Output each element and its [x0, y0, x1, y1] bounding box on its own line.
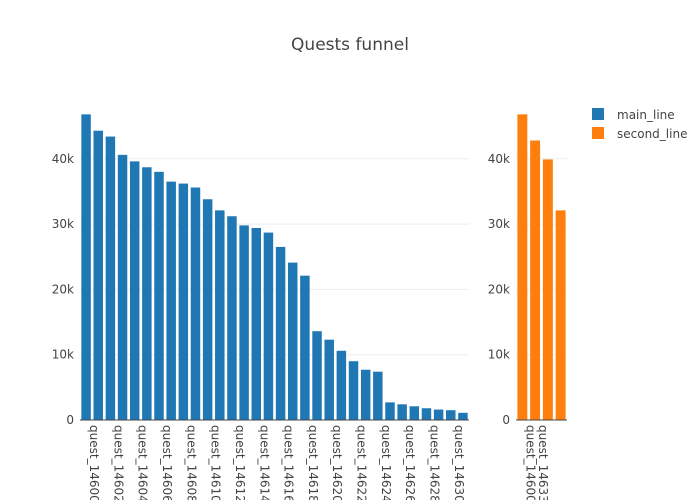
bar-quest_14622[interactable] [348, 361, 359, 420]
bar-quest_14624[interactable] [373, 371, 383, 420]
legend-label-main_line[interactable]: main_line [617, 108, 675, 122]
y-tick-label: 30k [488, 217, 510, 231]
x-tick-label: quest_14624 [379, 425, 393, 500]
bar-quest_14634[interactable] [542, 159, 553, 420]
bar-quest_14600[interactable] [517, 114, 528, 421]
y-tick-label: 0 [66, 413, 74, 427]
legend-label-second_line[interactable]: second_line [617, 127, 687, 141]
x-tick-label: quest_14600 [523, 425, 537, 500]
x-tick-label: quest_14630 [452, 425, 466, 500]
bar-quest_14609[interactable] [190, 187, 201, 420]
bar-quest_14606[interactable] [154, 171, 164, 420]
bar-quest_14605[interactable] [142, 167, 152, 420]
bar-quest_14627[interactable] [409, 406, 420, 420]
y-tick-label: 30k [52, 217, 74, 231]
bar-quest_14614[interactable] [251, 228, 262, 420]
bar-quest_14631[interactable] [458, 412, 468, 420]
bar-quest_14600[interactable] [81, 114, 91, 421]
bar-quest_14608[interactable] [178, 183, 189, 420]
bar-quest_14613[interactable] [239, 225, 249, 420]
bar-quest_14603[interactable] [117, 154, 128, 420]
bar-quest_14604[interactable] [129, 161, 140, 420]
y-tick-label: 40k [52, 152, 74, 166]
y-tick-label: 20k [488, 282, 510, 296]
bar-quest_14635[interactable] [555, 210, 566, 420]
bar-quest_14618[interactable] [300, 275, 310, 420]
y-tick-label: 0 [502, 413, 510, 427]
bar-quest_14620[interactable] [324, 339, 334, 420]
x-tick-label: quest_14622 [355, 425, 369, 500]
bar-quest_14621[interactable] [336, 350, 347, 420]
bar-quest_14629[interactable] [433, 409, 444, 420]
x-tick-label: quest_14608 [184, 425, 198, 500]
bar-quest_14601[interactable] [93, 130, 103, 420]
x-tick-label: quest_14618 [306, 425, 320, 500]
bar-quest_14626[interactable] [397, 404, 407, 420]
bar-quest_14610[interactable] [202, 199, 213, 420]
bar-quest_14615[interactable] [263, 232, 274, 420]
legend-swatch-main_line[interactable] [592, 108, 604, 120]
bar-quest_14617[interactable] [287, 262, 298, 420]
x-tick-label: quest_14604 [136, 425, 150, 500]
x-tick-label: quest_14602 [111, 425, 125, 500]
x-tick-label: quest_14620 [330, 425, 344, 500]
x-tick-label: quest_14610 [209, 425, 223, 500]
bar-quest_14633[interactable] [530, 140, 541, 420]
bar-quest_14630[interactable] [446, 410, 456, 420]
y-tick-label: 10k [52, 348, 74, 362]
bar-quest_14623[interactable] [360, 369, 371, 420]
bar-quest_14616[interactable] [275, 246, 286, 420]
y-tick-label: 40k [488, 152, 510, 166]
bar-quest_14625[interactable] [385, 402, 395, 420]
bar-quest_14602[interactable] [105, 136, 116, 421]
x-tick-label: quest_14633 [536, 425, 550, 500]
y-tick-label: 20k [52, 282, 74, 296]
bar-quest_14607[interactable] [166, 181, 176, 420]
legend-swatch-second_line[interactable] [592, 127, 604, 139]
x-tick-label: quest_14616 [282, 425, 296, 500]
x-tick-label: quest_14600 [87, 425, 101, 500]
x-tick-label: quest_14606 [160, 425, 174, 500]
chart-title: Quests funnel [291, 35, 409, 55]
x-tick-label: quest_14628 [427, 425, 441, 500]
bar-quest_14619[interactable] [312, 331, 322, 420]
x-tick-label: quest_14614 [257, 425, 271, 500]
bar-quest_14612[interactable] [227, 216, 237, 420]
y-tick-label: 10k [488, 348, 510, 362]
x-tick-label: quest_14612 [233, 425, 247, 500]
bar-quest_14628[interactable] [421, 408, 432, 420]
bar-quest_14611[interactable] [215, 210, 225, 420]
x-tick-label: quest_14626 [403, 425, 417, 500]
